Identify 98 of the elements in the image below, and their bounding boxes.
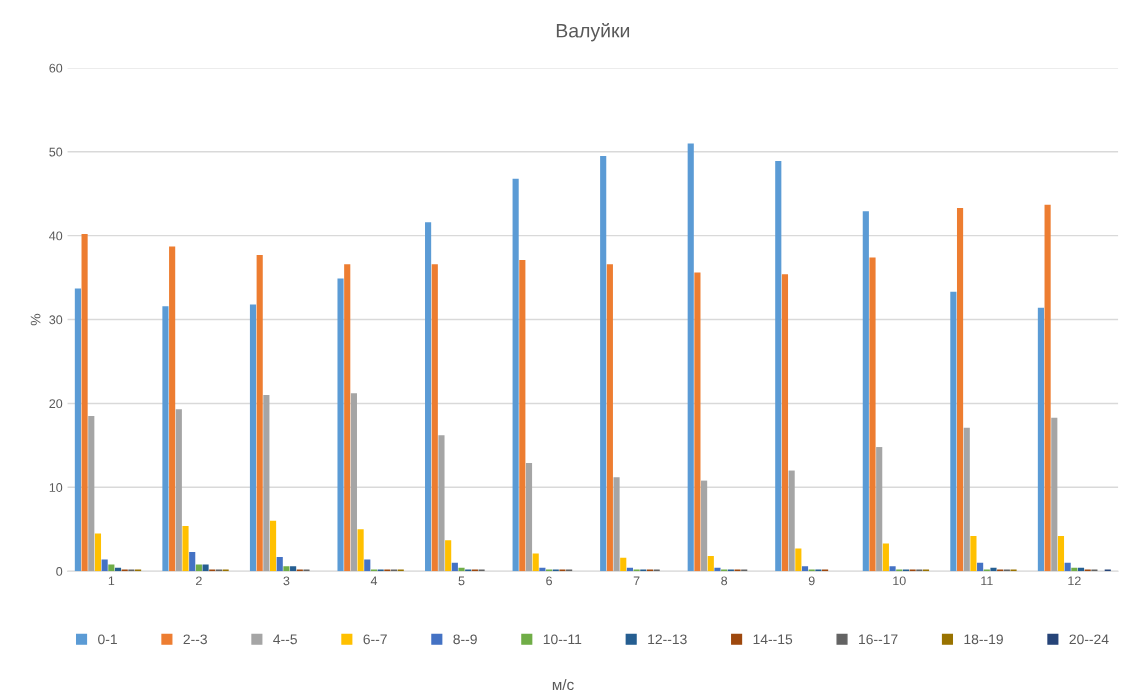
bar <box>963 427 970 572</box>
bar <box>169 246 176 572</box>
bar <box>1051 417 1058 572</box>
bar <box>101 559 108 572</box>
bar <box>94 533 102 572</box>
bar <box>458 567 465 572</box>
bar <box>525 462 533 572</box>
legend-label: 14--15 <box>753 634 793 645</box>
x-tick-label: 12 <box>1068 576 1081 586</box>
bar <box>977 562 984 572</box>
bar <box>613 477 620 572</box>
bar <box>357 529 364 572</box>
bar <box>775 161 782 572</box>
y-tick-label: 60 <box>49 63 63 73</box>
legend-label: 12--13 <box>648 634 687 645</box>
y-tick-label: 40 <box>49 231 63 241</box>
x-tick-label: 10 <box>893 576 906 586</box>
bar <box>269 520 277 572</box>
bar <box>425 222 432 572</box>
bar <box>707 556 714 572</box>
x-tick-label: 7 <box>633 576 640 586</box>
bar <box>175 409 182 572</box>
bar <box>801 566 809 572</box>
x-tick-label: 11 <box>981 576 993 586</box>
bar <box>606 264 613 572</box>
y-axis-title: % <box>30 313 41 326</box>
x-tick-label: 4 <box>370 576 378 586</box>
chart-title: Валуйки <box>556 22 630 42</box>
bar <box>283 566 290 572</box>
bar <box>276 556 283 572</box>
bar <box>795 548 802 572</box>
legend-label: 8--9 <box>453 634 477 645</box>
bar <box>337 278 344 572</box>
bar <box>249 304 257 572</box>
bar <box>889 566 896 572</box>
bar <box>195 564 202 572</box>
bar <box>256 254 263 572</box>
bar <box>74 288 81 572</box>
x-tick-label: 9 <box>808 576 815 586</box>
bar <box>1057 535 1065 572</box>
x-tick-label: 5 <box>458 576 465 586</box>
bar <box>869 257 876 572</box>
legend-label: 20--24 <box>1069 634 1109 645</box>
bar <box>701 480 708 572</box>
y-tick-label: 30 <box>49 315 63 325</box>
x-tick-label: 6 <box>546 576 552 586</box>
legend-label: 10--11 <box>543 634 582 645</box>
bar <box>990 567 997 572</box>
bar <box>788 470 795 572</box>
legend-label: 2--3 <box>183 634 207 645</box>
text: м/с <box>552 678 574 691</box>
bar <box>1044 204 1051 572</box>
bar <box>344 264 351 572</box>
bar <box>862 211 869 572</box>
bar <box>876 447 883 572</box>
x-tick-label: 8 <box>721 576 728 586</box>
bar <box>364 559 371 572</box>
x-tick-label: 3 <box>283 576 290 586</box>
bar <box>350 393 357 572</box>
bar <box>431 264 438 572</box>
bar <box>438 435 445 572</box>
bar <box>445 540 452 572</box>
bar <box>600 155 607 572</box>
y-tick-label: 0 <box>56 567 63 576</box>
bar <box>182 525 189 572</box>
bar <box>189 551 196 572</box>
x-tick-label: 1 <box>108 576 115 586</box>
legend-label: 16--17 <box>859 634 898 645</box>
bar <box>956 207 964 572</box>
bar <box>970 535 977 572</box>
bar <box>290 566 297 572</box>
bar <box>1064 562 1071 572</box>
y-tick-label: 10 <box>49 483 63 492</box>
legend-label: 6--7 <box>363 634 387 645</box>
legend-label: 0-1 <box>98 634 117 645</box>
bar <box>714 567 721 572</box>
bar <box>620 557 627 572</box>
bar <box>88 416 95 572</box>
bar <box>512 178 519 572</box>
bar <box>882 543 889 572</box>
bar <box>162 306 169 572</box>
bar <box>1037 307 1044 572</box>
bar <box>694 272 701 572</box>
bar <box>519 259 526 572</box>
bar <box>451 562 458 572</box>
bar <box>202 564 209 572</box>
bar <box>108 564 115 572</box>
y-tick-label: 50 <box>49 147 63 157</box>
bar <box>950 291 957 572</box>
bar <box>263 395 270 572</box>
bar <box>687 143 694 572</box>
x-tick-label: 2 <box>196 576 202 586</box>
bar <box>781 274 789 572</box>
legend-label: 18--19 <box>964 634 1003 645</box>
bar <box>81 233 88 572</box>
y-tick-label: 20 <box>49 399 63 409</box>
bar <box>532 553 539 572</box>
legend-label: 4--5 <box>273 634 297 645</box>
